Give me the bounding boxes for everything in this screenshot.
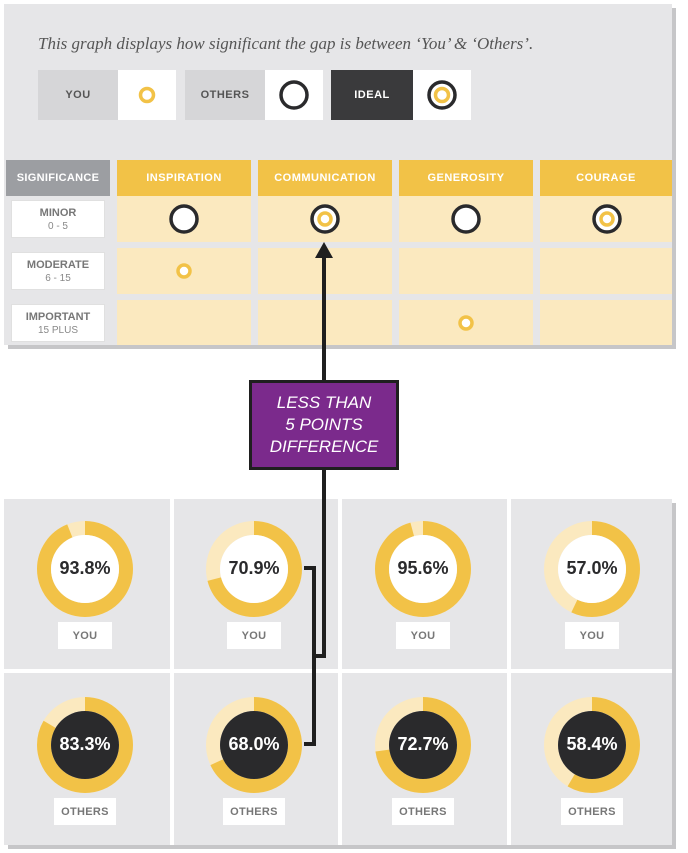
ideal-marker-icon bbox=[592, 204, 622, 234]
category-header-inspiration: INSPIRATION bbox=[117, 160, 251, 196]
cell-courage-moderate bbox=[540, 248, 672, 294]
you-score-value: 57.0% bbox=[566, 558, 618, 578]
you-score-donut-inspiration bbox=[37, 521, 133, 617]
others-tag: OTHERS bbox=[392, 798, 454, 825]
others-tag: OTHERS bbox=[54, 798, 116, 825]
others-tag: OTHERS bbox=[561, 798, 623, 825]
you-score-value: 93.8% bbox=[59, 558, 111, 578]
row-label-minor: MINOR 0 - 5 bbox=[12, 201, 104, 237]
row-name: MODERATE bbox=[26, 258, 90, 271]
donut-arc bbox=[206, 521, 302, 617]
donut-center bbox=[220, 711, 288, 779]
row-label-important: IMPORTANT 15 PLUS bbox=[12, 305, 104, 341]
others-score-donut-generosity bbox=[375, 697, 471, 793]
you-marker-icon bbox=[458, 315, 474, 331]
cell-inspiration-important bbox=[117, 300, 251, 345]
category-header-courage: COURAGE bbox=[540, 160, 672, 196]
donut-center bbox=[389, 711, 457, 779]
others-marker-icon bbox=[451, 204, 481, 234]
others-score-donut-communication bbox=[206, 697, 302, 793]
donut-center bbox=[51, 711, 119, 779]
donut-arc bbox=[375, 697, 471, 793]
others-score-donut-courage bbox=[544, 697, 640, 793]
donut-center bbox=[51, 535, 119, 603]
you-score-donut-courage bbox=[544, 521, 640, 617]
donut-arc bbox=[37, 697, 133, 793]
you-score-donut-generosity bbox=[375, 521, 471, 617]
row-range: 15 PLUS bbox=[37, 324, 79, 336]
you-score-donut-communication bbox=[206, 521, 302, 617]
callout-line: DIFFERENCE bbox=[269, 437, 379, 456]
others-score-value: 72.7% bbox=[397, 734, 449, 754]
you-score-value: 95.6% bbox=[397, 558, 449, 578]
cell-courage-important bbox=[540, 300, 672, 345]
significance-header: SIGNIFICANCE bbox=[6, 160, 110, 196]
callout-line: LESS THAN bbox=[276, 393, 372, 412]
difference-callout: LESS THAN 5 POINTS DIFFERENCE bbox=[249, 380, 399, 470]
tile-divider bbox=[4, 669, 672, 673]
ideal-marker-icon bbox=[310, 204, 340, 234]
legend-ideal-label: IDEAL bbox=[331, 70, 413, 120]
row-name: IMPORTANT bbox=[25, 310, 91, 323]
others-score-value: 58.4% bbox=[566, 734, 618, 754]
category-header-generosity: GENEROSITY bbox=[399, 160, 533, 196]
connector-line bbox=[304, 656, 316, 746]
cell-generosity-moderate bbox=[399, 248, 533, 294]
you-marker-icon bbox=[118, 70, 176, 120]
you-tag: YOU bbox=[227, 622, 281, 649]
others-score-value: 68.0% bbox=[228, 734, 280, 754]
row-label-moderate: MODERATE 6 - 15 bbox=[12, 253, 104, 289]
row-range: 6 - 15 bbox=[45, 272, 71, 284]
ideal-marker-icon bbox=[413, 70, 471, 120]
callout-line: 5 POINTS bbox=[285, 415, 363, 434]
others-tag: OTHERS bbox=[223, 798, 285, 825]
donut-arc bbox=[544, 521, 640, 617]
you-marker-icon bbox=[176, 263, 192, 279]
category-header-communication: COMMUNICATION bbox=[258, 160, 392, 196]
others-marker-icon bbox=[265, 70, 323, 120]
others-marker-icon bbox=[169, 204, 199, 234]
donut-center bbox=[558, 711, 626, 779]
row-name: MINOR bbox=[39, 206, 77, 219]
donut-arc bbox=[206, 697, 302, 793]
donut-arc bbox=[37, 521, 133, 617]
legend-you-label: YOU bbox=[38, 70, 118, 120]
you-tag: YOU bbox=[58, 622, 112, 649]
row-range: 0 - 5 bbox=[47, 220, 68, 232]
donut-arc bbox=[544, 697, 640, 793]
legend-others-label: OTHERS bbox=[185, 70, 265, 120]
others-score-value: 83.3% bbox=[59, 734, 111, 754]
donut-arc bbox=[375, 521, 471, 617]
donut-center bbox=[389, 535, 457, 603]
you-score-value: 70.9% bbox=[228, 558, 280, 578]
panel-caption: This graph displays how significant the … bbox=[38, 34, 534, 53]
donut-center bbox=[558, 535, 626, 603]
you-tag: YOU bbox=[396, 622, 450, 649]
donut-center bbox=[220, 535, 288, 603]
you-tag: YOU bbox=[565, 622, 619, 649]
arrow-head-icon bbox=[315, 242, 333, 258]
others-score-donut-inspiration bbox=[37, 697, 133, 793]
